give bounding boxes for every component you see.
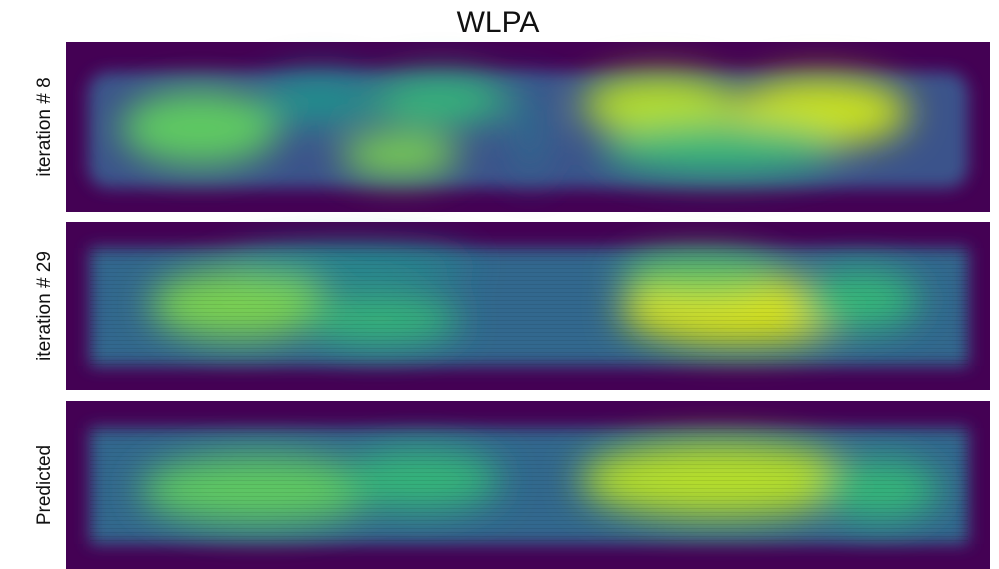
heatmap-panel: iteration # 8 xyxy=(34,42,990,212)
heatmap-panel: iteration # 29 xyxy=(34,222,990,390)
panel-label: iteration # 8 xyxy=(34,77,55,176)
panel-label: Predicted xyxy=(34,445,55,525)
title: WLPA xyxy=(457,6,540,39)
panel-label: iteration # 29 xyxy=(34,251,55,361)
heatmap-panel: Predicted xyxy=(34,401,990,569)
figure: WLPA iteration # 8 iteration # 2 xyxy=(0,0,999,569)
